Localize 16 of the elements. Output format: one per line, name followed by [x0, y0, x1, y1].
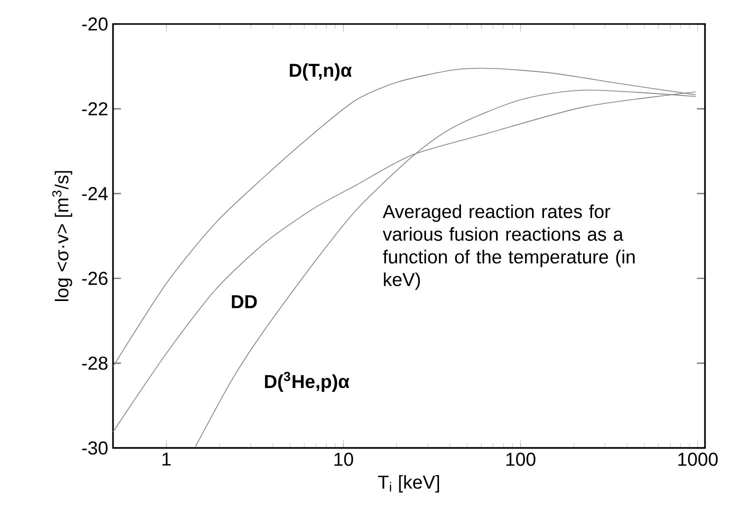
- x-tick-label: 1000: [678, 452, 718, 466]
- x-axis-title: T$_{i}$ [keV]: [378, 475, 440, 492]
- y-axis-title: log <σ·v> [m$^{3}$/s]: [52, 171, 72, 301]
- y-tick-label: -28: [82, 356, 108, 370]
- y-tick-label: -30: [82, 441, 108, 455]
- x-tick-label: 1: [162, 452, 171, 466]
- series-label: DD: [232, 295, 257, 308]
- annotation: Averaged reaction rates for various fusion reactions as a function of the temperature (in keV): [382, 204, 635, 290]
- y-tick-label: -22: [82, 102, 108, 116]
- y-tick-label: -20: [82, 17, 108, 31]
- x-tick-label: 100: [506, 452, 536, 466]
- series-label: D($^{3}$He,p)α: [265, 372, 350, 392]
- x-tick-label: 10: [334, 452, 354, 466]
- y-tick-label: -26: [82, 272, 108, 286]
- series-label: D(T,n)α: [290, 63, 352, 81]
- y-tick-label: -24: [82, 187, 108, 200]
